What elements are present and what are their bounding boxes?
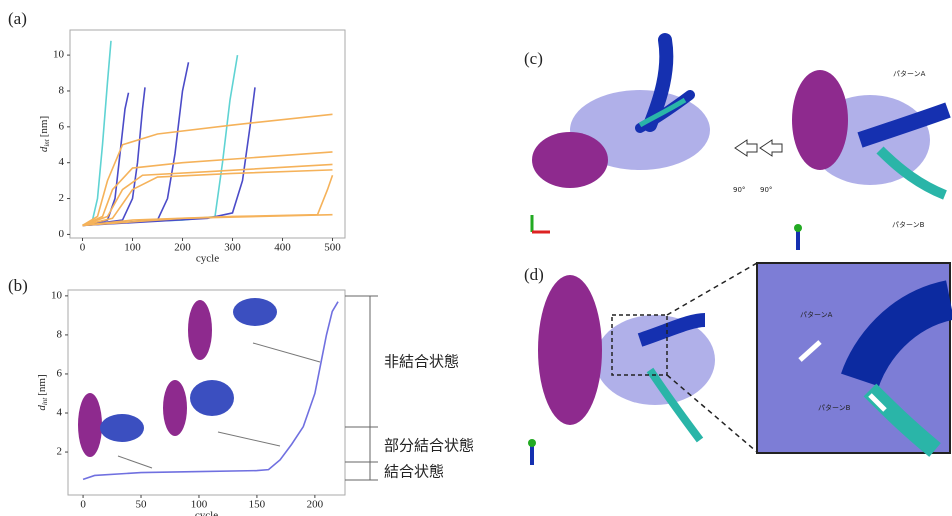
y-axis-subscript: int (41, 397, 49, 405)
annotation: パターンA (800, 310, 833, 319)
y-tick-label: 2 (59, 192, 65, 204)
y-tick-label: 0 (59, 228, 65, 240)
x-tick-label: 400 (274, 242, 291, 254)
y-axis-symbol: d (36, 405, 48, 411)
annotation: パターンB (818, 403, 851, 412)
annotation: 90° (760, 186, 772, 194)
data-line (82, 213, 333, 227)
annotation: パターンB (892, 220, 925, 229)
data-line (82, 163, 333, 227)
state-label: 結合状態 (384, 463, 444, 481)
x-tick-label: 200 (307, 499, 324, 511)
y-axis-label: dint[nm] (38, 116, 51, 152)
state-label: 非結合状態 (384, 353, 459, 371)
protein-image (530, 33, 951, 250)
x-axis-label: cycle (195, 510, 218, 516)
y-tick-label: 6 (57, 367, 63, 379)
x-tick-label: 50 (136, 499, 148, 511)
y-tick-label: 4 (59, 156, 65, 168)
data-line (82, 40, 112, 227)
annotation: パターンA (893, 69, 926, 78)
x-tick-label: 200 (174, 242, 191, 254)
data-line (82, 169, 333, 227)
y-axis-label: dint [nm] (36, 374, 49, 410)
protein-image (528, 262, 952, 465)
x-tick-label: 0 (80, 242, 86, 254)
y-axis-symbol: d (38, 146, 50, 152)
state-label: 部分結合状態 (384, 437, 474, 455)
y-tick-label: 10 (53, 49, 65, 61)
y-tick-label: 6 (59, 120, 65, 132)
data-line (82, 113, 333, 227)
plot-frame (67, 289, 346, 496)
protein-image (78, 298, 321, 469)
y-axis-unit: [nm] (36, 374, 48, 395)
data-line (82, 62, 190, 227)
x-tick-label: 0 (80, 499, 86, 511)
panel-label: (d) (524, 265, 544, 284)
x-tick-label: 300 (224, 242, 241, 254)
y-tick-label: 2 (57, 446, 63, 458)
panel-label: (a) (8, 9, 27, 28)
x-tick-label: 500 (324, 242, 341, 254)
y-tick-label: 8 (57, 328, 63, 340)
x-axis-label: cycle (196, 253, 219, 265)
data-line (82, 151, 333, 227)
data-line (82, 54, 239, 227)
x-tick-label: 100 (191, 499, 208, 511)
y-axis-unit: [nm] (38, 116, 50, 137)
panel-label: (b) (8, 276, 28, 295)
data-line (82, 301, 339, 481)
plot-frame (69, 29, 346, 239)
x-tick-label: 100 (124, 242, 141, 254)
y-axis-subscript: int (43, 138, 51, 146)
y-tick-label: 8 (59, 84, 65, 96)
y-tick-label: 10 (51, 289, 63, 301)
panel-label: (c) (524, 49, 543, 68)
x-tick-label: 150 (249, 499, 266, 511)
annotation: 90° (733, 186, 745, 194)
y-tick-label: 4 (57, 407, 63, 419)
data-line (82, 87, 256, 227)
